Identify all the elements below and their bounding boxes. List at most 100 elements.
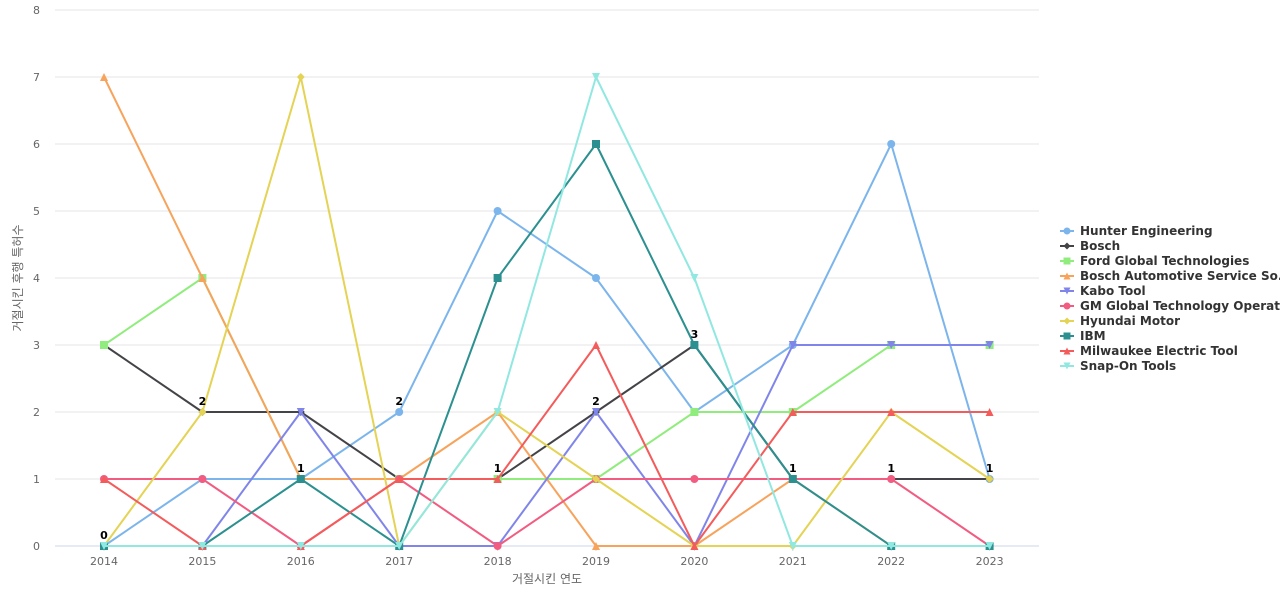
data-point: [887, 341, 896, 349]
x-tick-label: 2015: [188, 555, 216, 568]
legend-item[interactable]: Snap-On Tools: [1060, 359, 1176, 373]
data-point: [296, 408, 305, 416]
y-axis-title: 거절시킨 후행 특허수: [10, 225, 25, 332]
series-line: [103, 344, 991, 547]
y-tick-label: 2: [33, 406, 40, 419]
x-tick-label: 2022: [877, 555, 905, 568]
legend-marker: [1063, 302, 1071, 310]
data-point: [690, 408, 699, 416]
y-tick-label: 6: [33, 138, 40, 151]
legend-marker: [1063, 272, 1071, 280]
y-tick-label: 4: [33, 272, 40, 285]
legend-label: Bosch Automotive Service So...: [1080, 269, 1280, 283]
legend-item[interactable]: Bosch: [1060, 239, 1120, 253]
y-tick-label: 1: [33, 473, 40, 486]
legend-label: IBM: [1080, 329, 1106, 343]
data-point: [493, 408, 502, 416]
data-point: [100, 73, 108, 81]
series-line: [103, 76, 991, 547]
data-point: [100, 542, 108, 550]
data-point: [985, 475, 994, 483]
x-tick-label: 2021: [779, 555, 807, 568]
y-tick-label: 3: [33, 339, 40, 352]
legend-item[interactable]: Kabo Tool: [1060, 284, 1146, 298]
data-point: [887, 140, 896, 148]
series-line: [103, 76, 991, 547]
y-tick-label: 5: [33, 205, 40, 218]
legend-item[interactable]: Hyundai Motor: [1060, 314, 1180, 328]
y-tick-label: 0: [33, 540, 40, 553]
x-axis-title: 거절시킨 연도: [512, 572, 582, 586]
data-point: [395, 408, 404, 416]
data-point: [592, 140, 600, 148]
data-point: [690, 274, 699, 282]
legend-marker: [1063, 317, 1071, 325]
data-point: [493, 475, 502, 483]
legend-item[interactable]: Ford Global Technologies: [1060, 254, 1249, 268]
data-label: 3: [691, 328, 699, 341]
legend-marker: [1063, 257, 1071, 265]
legend-marker: [1063, 242, 1071, 250]
x-tick-label: 2017: [385, 555, 413, 568]
data-label: 1: [297, 462, 305, 475]
x-tick-label: 2016: [287, 555, 315, 568]
series-line: [103, 277, 991, 480]
data-point: [592, 408, 600, 416]
data-point: [985, 341, 994, 349]
data-point: [887, 475, 896, 483]
data-point: [788, 542, 797, 550]
data-point: [100, 475, 108, 483]
x-tick-label: 2023: [976, 555, 1004, 568]
data-point: [592, 475, 600, 483]
data-label: 1: [494, 462, 502, 475]
y-tick-label: 7: [33, 71, 40, 84]
data-point: [592, 73, 600, 81]
data-point: [395, 475, 404, 483]
legend-marker: [1063, 287, 1071, 295]
data-point: [788, 408, 797, 416]
data-point: [493, 207, 502, 215]
data-point: [493, 542, 502, 550]
data-point: [592, 542, 600, 550]
legend-marker: [1063, 332, 1071, 340]
x-tick-label: 2020: [680, 555, 708, 568]
data-point: [198, 475, 207, 483]
data-point: [296, 73, 305, 81]
data-label: 2: [199, 395, 207, 408]
legend-label: Hyundai Motor: [1080, 314, 1180, 328]
series-line: [103, 143, 991, 547]
x-tick-label: 2019: [582, 555, 610, 568]
data-point: [296, 475, 305, 483]
legend-item[interactable]: Milwaukee Electric Tool: [1060, 344, 1238, 358]
data-point: [592, 341, 600, 349]
data-point: [887, 408, 896, 416]
legend-label: Kabo Tool: [1080, 284, 1146, 298]
data-point: [985, 408, 994, 416]
data-point: [198, 408, 207, 416]
data-point: [493, 274, 502, 282]
legend-label: GM Global Technology Operat...: [1080, 299, 1280, 313]
legend-label: Hunter Engineering: [1080, 224, 1213, 238]
data-point: [788, 341, 797, 349]
series-lines: [100, 73, 994, 550]
legend-item[interactable]: GM Global Technology Operat...: [1060, 299, 1280, 313]
data-point: [592, 274, 600, 282]
data-point: [395, 542, 404, 550]
legend-item[interactable]: Hunter Engineering: [1060, 224, 1213, 238]
legend-item[interactable]: Bosch Automotive Service So...: [1060, 269, 1280, 283]
legend-marker: [1063, 362, 1071, 370]
x-tick-label: 2014: [90, 555, 118, 568]
y-tick-label: 8: [33, 4, 40, 17]
legend-item[interactable]: IBM: [1060, 329, 1106, 343]
series-line: [103, 478, 991, 547]
data-label: 0: [100, 529, 108, 542]
legend-marker: [1063, 347, 1071, 355]
series-snap-on-tools: [100, 73, 994, 550]
data-label: 1: [789, 462, 797, 475]
data-point: [690, 341, 699, 349]
data-label: 1: [887, 462, 895, 475]
legend-marker: [1063, 227, 1071, 235]
